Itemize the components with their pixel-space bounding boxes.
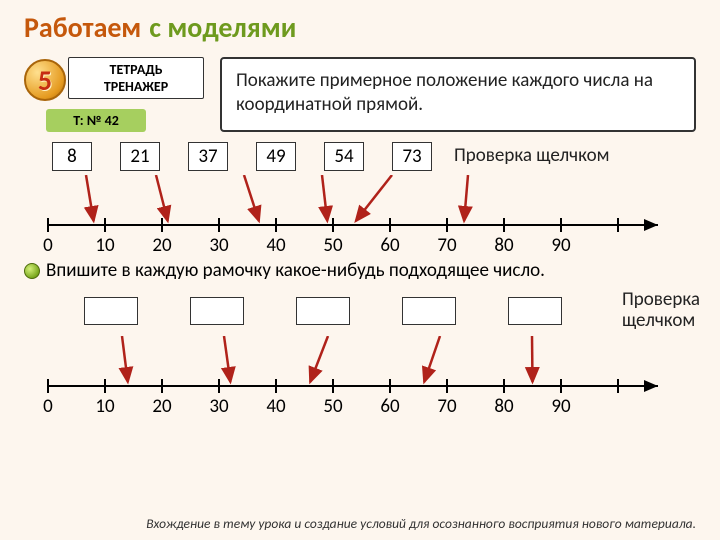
number-box[interactable]: 73: [392, 142, 432, 171]
svg-text:20: 20: [152, 234, 172, 253]
task2-prompt-row: Впишите в каждую рамочку какое-нибудь по…: [24, 259, 696, 282]
svg-text:70: 70: [437, 234, 457, 253]
svg-text:50: 50: [323, 234, 343, 253]
number-box[interactable]: 49: [256, 142, 296, 171]
svg-text:60: 60: [380, 395, 400, 414]
empty-number-box[interactable]: [402, 297, 456, 325]
exercise-ref: Т: № 42: [46, 109, 146, 132]
number-box[interactable]: 21: [120, 142, 160, 171]
svg-text:10: 10: [95, 395, 115, 414]
task1-block: 8 21 37 49 54 73 Проверка щелчком 0 10 20 30 40 50 6…: [24, 142, 696, 253]
svg-text:80: 80: [494, 395, 514, 414]
task2-prompt: Впишите в каждую рамочку какое-нибудь по…: [46, 259, 545, 282]
footer-note: Вхождение в тему урока и создание услови…: [146, 515, 696, 532]
instruction-box: Покажите примерное положение каждого чис…: [220, 57, 696, 132]
number-line-2: 0 10 20 30 40 50 60 70 80 90: [38, 336, 698, 414]
number-box[interactable]: 54: [324, 142, 364, 171]
svg-text:30: 30: [209, 395, 229, 414]
svg-text:40: 40: [266, 395, 286, 414]
level-badge: 5: [24, 59, 66, 101]
number-box[interactable]: 37: [188, 142, 228, 171]
check-hint[interactable]: Проверка щелчком: [446, 146, 610, 167]
title-accent: с моделями: [149, 10, 296, 45]
number-line-1: 0 10 20 30 40 50 60 70 80 90: [38, 175, 698, 253]
bullet-icon: [24, 263, 40, 279]
slide-title: Работаем с моделями: [24, 10, 696, 45]
number-box[interactable]: 8: [52, 142, 92, 171]
svg-text:60: 60: [380, 234, 400, 253]
svg-text:90: 90: [551, 234, 571, 253]
task2-boxes-row: Проверка щелчком: [24, 290, 696, 332]
empty-number-box[interactable]: [190, 297, 244, 325]
svg-text:80: 80: [494, 234, 514, 253]
svg-text:0: 0: [43, 395, 53, 414]
badge-column: 5 ТЕТРАДЬ ТРЕНАЖЕР Т: № 42: [24, 57, 204, 132]
svg-text:50: 50: [323, 395, 343, 414]
empty-number-box[interactable]: [296, 297, 350, 325]
svg-text:10: 10: [95, 234, 115, 253]
svg-text:0: 0: [43, 234, 53, 253]
svg-text:30: 30: [209, 234, 229, 253]
empty-number-box[interactable]: [84, 297, 138, 325]
svg-text:70: 70: [437, 395, 457, 414]
workbook-tag: ТЕТРАДЬ ТРЕНАЖЕР: [68, 57, 204, 99]
title-main: Работаем: [24, 10, 141, 45]
task2-block: Проверка щелчком 0 10 20 30 40 50 60 70 80 90: [24, 290, 696, 414]
task1-numbers-row: 8 21 37 49 54 73 Проверка щелчком: [24, 142, 696, 171]
svg-text:90: 90: [551, 395, 571, 414]
svg-text:20: 20: [152, 395, 172, 414]
empty-number-box[interactable]: [508, 297, 562, 325]
check-hint[interactable]: Проверка щелчком: [614, 290, 700, 332]
svg-text:40: 40: [266, 234, 286, 253]
